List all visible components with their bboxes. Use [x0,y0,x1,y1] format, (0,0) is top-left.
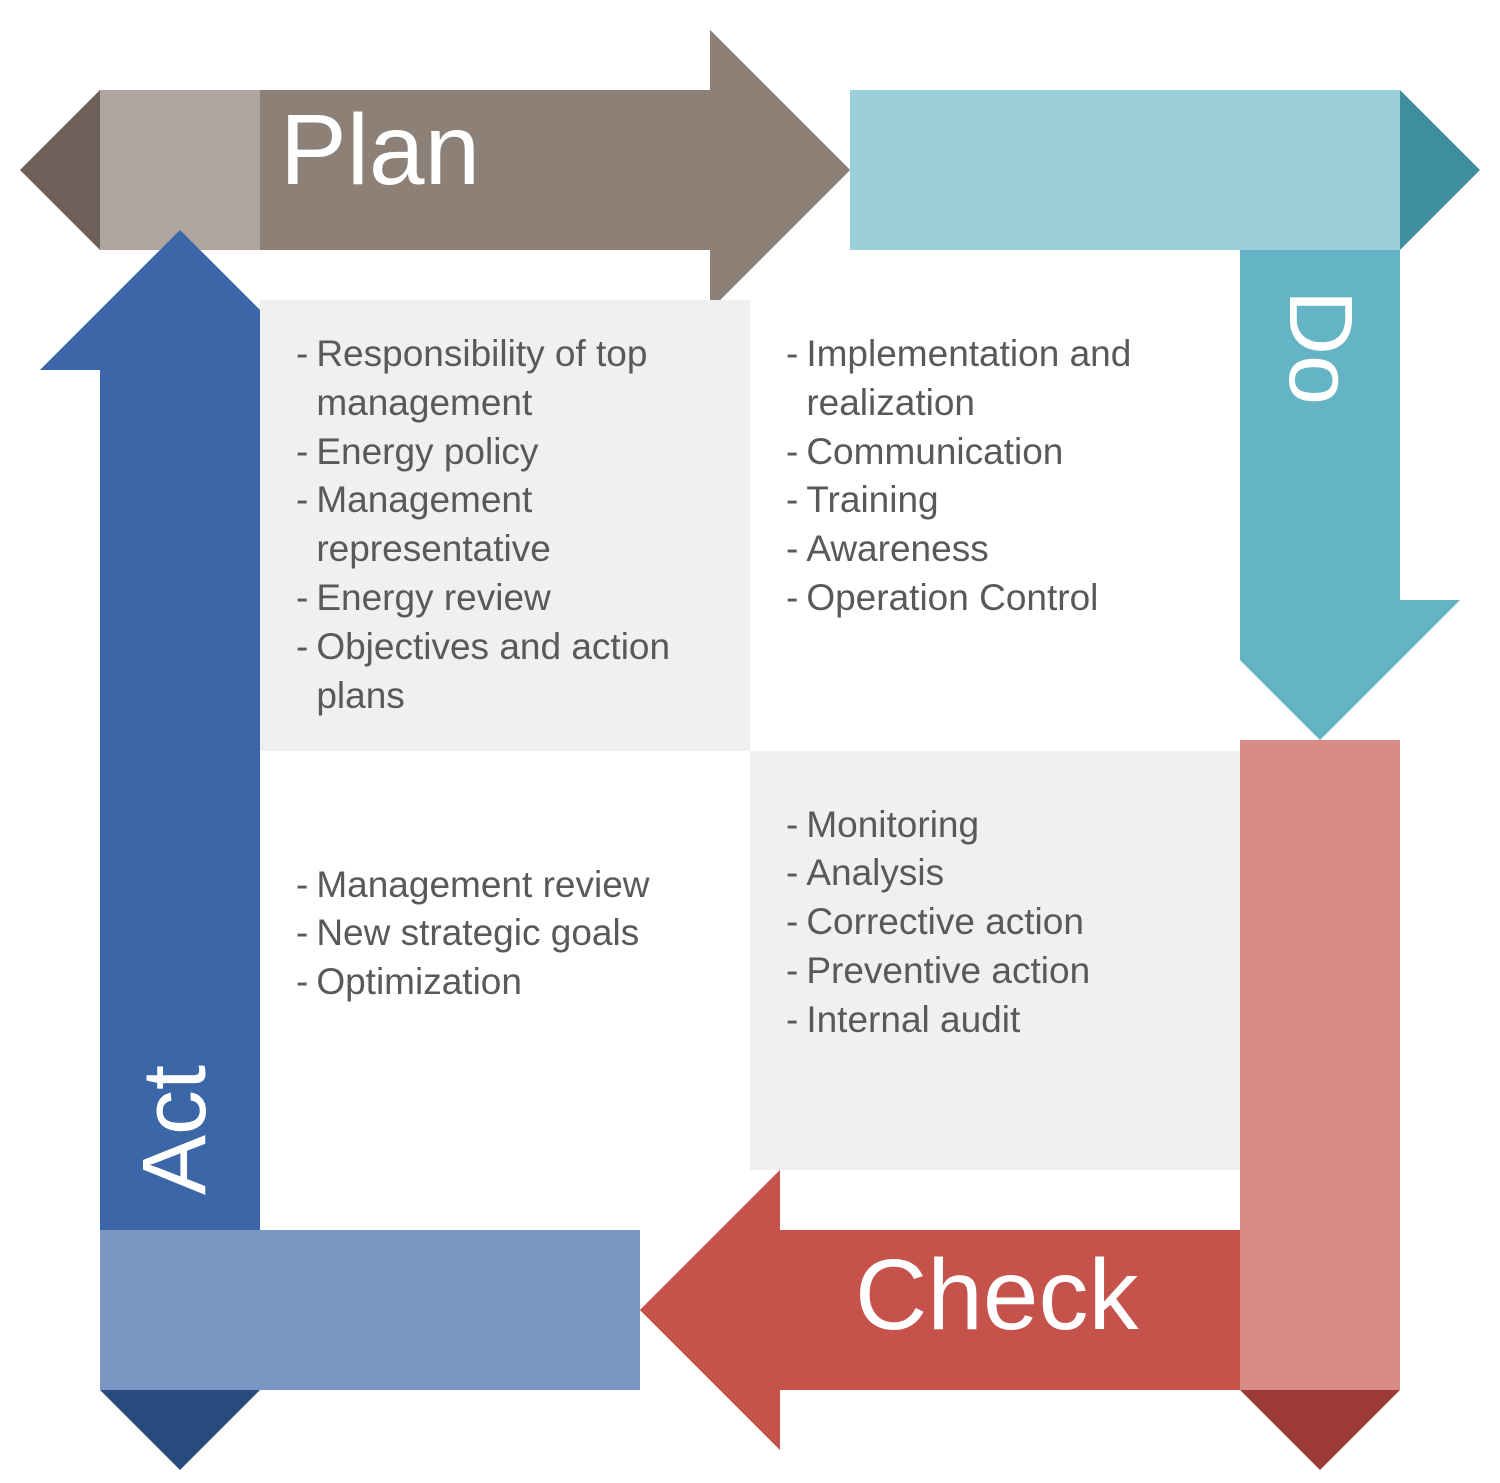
check-item-text: Monitoring [806,801,1210,850]
do-item: -Awareness [786,525,1210,574]
do-item-text: Communication [806,428,1210,477]
bullet-dash: - [296,623,308,672]
check-arrow-right-ext [1240,740,1400,1390]
do-item-text: Implementation and realization [806,330,1210,428]
bullet-dash: - [296,428,308,477]
bullet-dash: - [296,958,308,1007]
plan-item: -Management representative [296,476,720,574]
check-item: -Monitoring [786,801,1210,850]
do-label: Do [1275,290,1365,405]
pdca-cycle-diagram: Plan Do Check Act -Responsibility of top… [0,0,1500,1483]
quadrant-act: -Management review-New strategic goals-O… [260,751,750,1170]
do-item: -Operation Control [786,574,1210,623]
bullet-dash: - [786,801,798,850]
plan-item-text: Objectives and action plans [316,623,720,721]
act-label: Act [130,1065,220,1195]
act-corner-fold [100,1390,260,1470]
check-item-text: Analysis [806,849,1210,898]
act-item-text: Management review [316,861,720,910]
do-item-text: Awareness [806,525,1210,574]
do-arrow-top-ext [850,90,1400,250]
plan-item: -Responsibility of top management [296,330,720,428]
do-item: -Training [786,476,1210,525]
bullet-dash: - [296,574,308,623]
bullet-dash: - [786,476,798,525]
bullet-dash: - [786,574,798,623]
bullet-dash: - [786,330,798,379]
act-arrow-tail [100,1230,260,1390]
bullet-dash: - [786,428,798,477]
act-arrow-bottom-ext [260,1230,640,1390]
quadrant-grid: -Responsibility of top management-Energy… [260,300,1240,1170]
bullet-dash: - [786,947,798,996]
bullet-dash: - [296,861,308,910]
act-item: -Optimization [296,958,720,1007]
bullet-dash: - [786,898,798,947]
check-item: -Internal audit [786,996,1210,1045]
bullet-dash: - [786,525,798,574]
do-item: -Implementation and realization [786,330,1210,428]
check-item-text: Corrective action [806,898,1210,947]
bullet-dash: - [296,909,308,958]
do-item: -Communication [786,428,1210,477]
bullet-dash: - [296,476,308,525]
do-corner-fold [1400,90,1480,250]
check-item-text: Preventive action [806,947,1210,996]
do-item-text: Training [806,476,1210,525]
bullet-dash: - [296,330,308,379]
plan-item: -Energy policy [296,428,720,477]
plan-item-text: Responsibility of top management [316,330,720,428]
act-item-text: Optimization [316,958,720,1007]
quadrant-check: -Monitoring-Analysis-Corrective action-P… [750,751,1240,1170]
check-arrow-head-overlay [640,1170,780,1450]
check-item-text: Internal audit [806,996,1210,1045]
plan-corner-fold [20,90,100,250]
quadrant-do: -Implementation and realization-Communic… [750,300,1240,751]
check-label: Check [855,1245,1138,1345]
plan-item-text: Energy policy [316,428,720,477]
plan-item: -Energy review [296,574,720,623]
plan-arrow-tail [100,90,260,250]
plan-item-text: Energy review [316,574,720,623]
plan-item-text: Management representative [316,476,720,574]
act-item: -Management review [296,861,720,910]
act-item-text: New strategic goals [316,909,720,958]
quadrant-plan: -Responsibility of top management-Energy… [260,300,750,751]
act-item: -New strategic goals [296,909,720,958]
bullet-dash: - [786,849,798,898]
check-item: -Preventive action [786,947,1210,996]
plan-label: Plan [280,100,480,200]
check-corner-fold [1240,1390,1400,1470]
do-item-text: Operation Control [806,574,1210,623]
plan-arrow-head-overlay2 [710,30,850,310]
check-item: -Corrective action [786,898,1210,947]
check-item: -Analysis [786,849,1210,898]
bullet-dash: - [786,996,798,1045]
plan-item: -Objectives and action plans [296,623,720,721]
